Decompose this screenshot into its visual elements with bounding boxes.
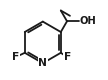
Text: F: F bbox=[12, 52, 19, 62]
Text: N: N bbox=[38, 58, 47, 68]
Text: F: F bbox=[64, 52, 71, 62]
Text: OH: OH bbox=[80, 16, 97, 26]
